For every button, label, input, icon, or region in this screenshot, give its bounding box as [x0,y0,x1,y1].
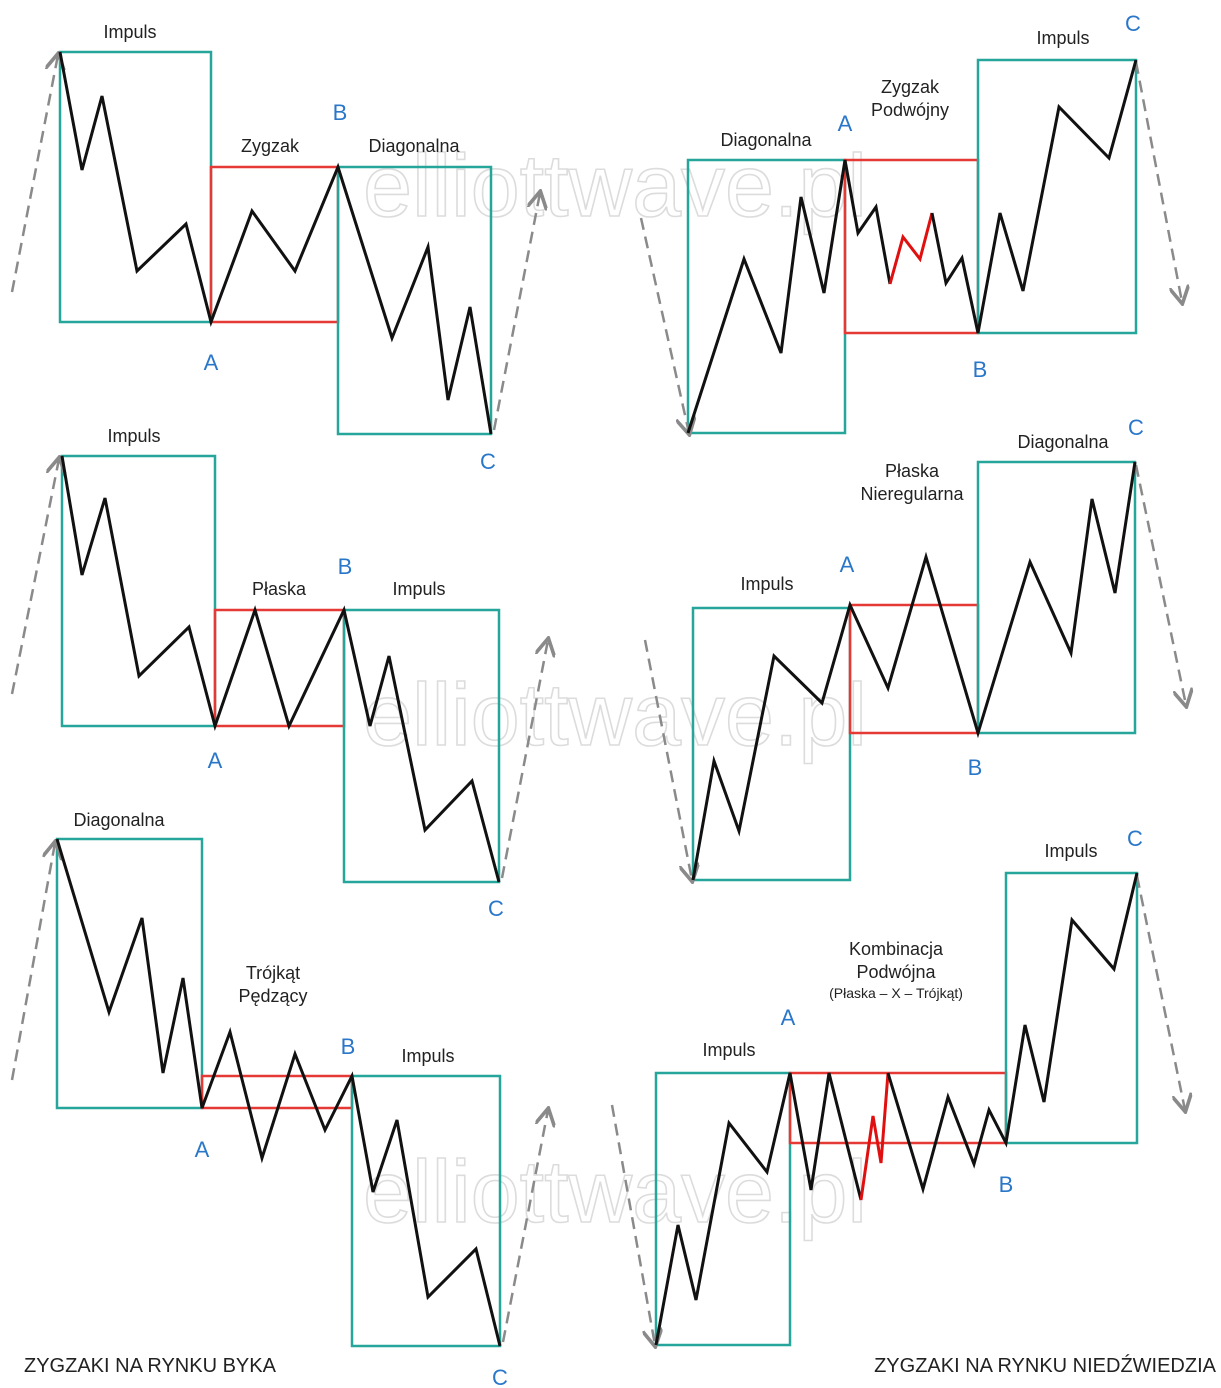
bear-2-wave-path [691,461,1137,881]
bear-1-trend-arrow [639,217,689,433]
bull-2-point-b: B [338,554,353,579]
bear-3-box-label: Podwójna [856,962,936,982]
caption-bull: ZYGZAKI NA RYNKU BYKA [24,1355,277,1377]
bear-1-point-b: B [973,357,988,382]
bull-1-point-b: B [333,100,348,125]
bull-3-point-c: C [492,1365,508,1388]
bull-3-point-b: B [341,1034,356,1059]
bull-1-box-label: Zygzak [241,136,300,156]
bear-1-wave-path [686,159,892,434]
bear-1-point-a: A [838,111,853,136]
bear-2-trend-arrow [1134,464,1186,705]
bear-1-box-label: Podwójny [871,100,949,120]
bull-3-box-label: Trójkąt [246,963,300,983]
bull-2-box-wave [342,608,501,884]
bear-3-wave-path-2 [886,872,1139,1195]
bull-3-wave-path [55,838,502,1347]
bear-1-point-c: C [1125,11,1141,36]
bear-3-point-c: C [1127,826,1143,851]
bear-2-box-label: Impuls [740,574,793,594]
arrow-layer [10,55,1186,1345]
bear-2-point-b: B [968,755,983,780]
bear-1-connector-wave [888,212,934,285]
text-layer: Impuls Zygzak Diagonalna A B C Impuls Płaska Imp… [73,11,1144,1388]
bull-1-trend-arrow [10,55,58,293]
bear-3-point-a: A [781,1005,796,1030]
bull-2-point-a: A [208,748,223,773]
bull-1-point-c: C [480,449,496,474]
bull-3-box-label: Diagonalna [73,810,165,830]
bear-1-wave-path-2 [930,59,1138,334]
bear-1-box-label: Impuls [1036,28,1089,48]
bull-3-box-label: Impuls [401,1046,454,1066]
bear-2-point-a: A [840,552,855,577]
bull-3-box-wave [350,1074,502,1348]
bear-3-connector-wave [859,1072,890,1201]
bear-3-box-wave [654,1071,792,1347]
bull-1-trend-arrow [492,193,540,431]
bear-3-trend-arrow [1135,875,1185,1110]
bear-2-box-label: Płaska [885,461,940,481]
watermark-layer: elliottwave.pl elliottwave.pl elliottwave.… [362,135,867,1242]
bull-1-box-wave [336,165,493,436]
bull-3-point-a: A [195,1137,210,1162]
bull-2-wave-path [60,455,501,883]
bull-2-box-label: Płaska [252,579,307,599]
bear-3-box-label: Impuls [1044,841,1097,861]
bull-1-box-wave [58,50,213,324]
caption-bear: ZYGZAKI NA RYNKU NIEDŹWIEDZIA [874,1354,1217,1377]
watermark-text: elliottwave.pl [363,665,867,764]
bull-3-box-wave [55,837,204,1110]
bear-2-box-wave [691,606,852,882]
bear-3-box-label: Impuls [702,1040,755,1060]
bear-2-point-c: C [1128,415,1144,440]
bear-3-box-wave [1004,871,1139,1145]
bull-2-trend-arrow [500,640,548,879]
bull-2-trend-arrow [10,459,59,695]
bear-3-point-b: B [999,1172,1014,1197]
watermark-text: elliottwave.pl [363,1142,867,1241]
watermark-text: elliottwave.pl [363,136,867,235]
box-layer [55,50,1139,1348]
bear-3-trend-arrow [610,1104,655,1345]
bear-2-box-label: Nieregularna [860,484,964,504]
bear-2-box-wave [976,460,1137,735]
bear-3-wave-path [654,1072,863,1346]
bear-1-box-wave [976,58,1138,335]
bull-1-box-label: Diagonalna [368,136,460,156]
bull-1-box-label: Impuls [103,22,156,42]
bull-2-box-label: Impuls [392,579,445,599]
bull-3-box-correction [200,1074,354,1110]
bull-2-box-wave [60,454,217,728]
bear-3-box-label: Kombinacja [849,939,944,959]
bull-3-box-label: Pędzący [238,986,307,1006]
bull-2-point-c: C [488,896,504,921]
bear-2-trend-arrow [643,639,692,880]
bull-3-trend-arrow [10,843,55,1081]
wave-layer [55,51,1139,1347]
bull-3-trend-arrow [501,1110,548,1343]
bear-1-trend-arrow [1134,61,1182,302]
bull-1-wave-path [58,51,493,435]
bull-2-box-label: Impuls [107,426,160,446]
bear-1-box-label: Zygzak [881,77,940,97]
bear-3-box-sublabel: (Płaska – X – Trójkąt) [829,985,963,1001]
bull-1-point-a: A [204,350,219,375]
bear-2-box-label: Diagonalna [1017,432,1109,452]
bear-1-box-label: Diagonalna [720,130,812,150]
